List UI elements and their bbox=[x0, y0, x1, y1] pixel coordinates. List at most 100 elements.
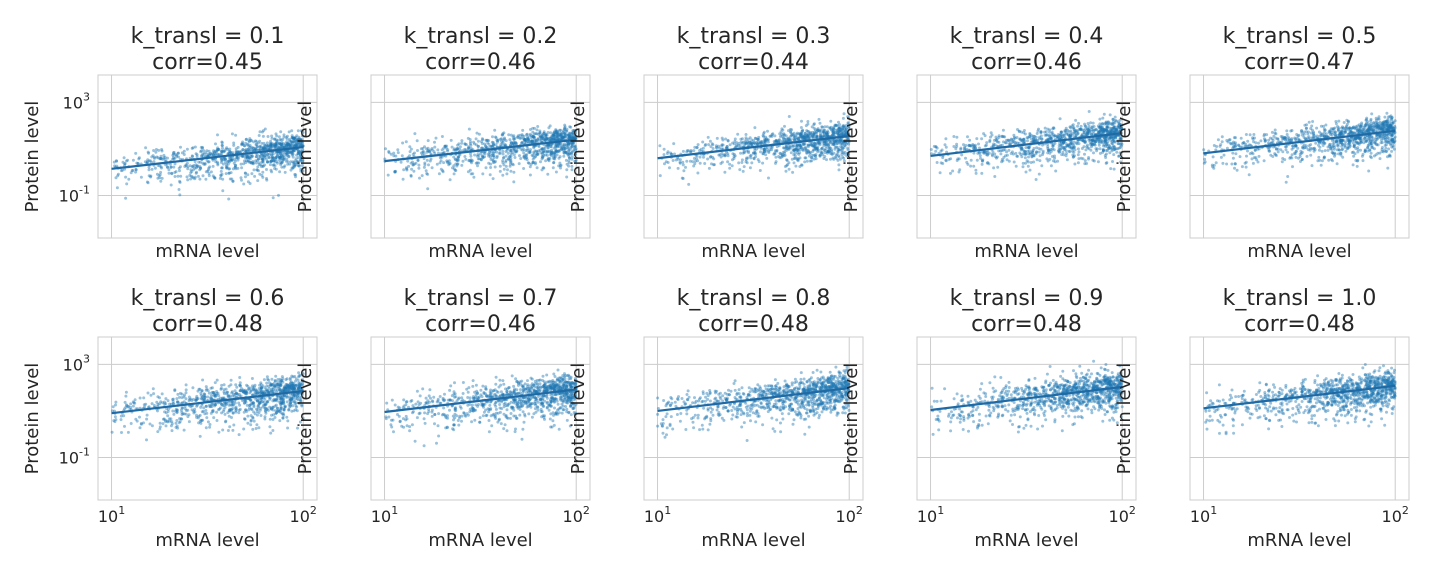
data-point bbox=[685, 159, 689, 163]
data-point bbox=[258, 130, 262, 134]
data-point bbox=[708, 155, 712, 159]
data-point bbox=[233, 159, 237, 163]
data-point bbox=[253, 148, 257, 152]
data-point bbox=[741, 169, 745, 173]
data-point bbox=[959, 147, 963, 151]
data-point bbox=[562, 144, 566, 148]
data-point bbox=[692, 149, 696, 153]
data-point bbox=[1077, 150, 1081, 154]
data-point bbox=[230, 157, 234, 161]
data-point bbox=[446, 148, 450, 152]
data-point bbox=[512, 137, 516, 141]
data-point bbox=[1048, 130, 1051, 134]
data-point bbox=[994, 135, 998, 139]
data-point bbox=[1340, 147, 1344, 151]
plot-area bbox=[916, 74, 1137, 239]
data-point bbox=[1374, 116, 1378, 120]
data-point bbox=[992, 138, 996, 142]
data-point bbox=[228, 158, 232, 162]
data-point bbox=[1374, 138, 1378, 142]
data-point bbox=[662, 153, 666, 157]
data-point bbox=[458, 145, 462, 149]
data-point bbox=[147, 168, 151, 172]
data-point bbox=[456, 155, 460, 159]
data-point bbox=[1083, 152, 1086, 156]
data-point bbox=[719, 155, 723, 159]
data-point bbox=[1334, 120, 1338, 123]
data-point bbox=[422, 165, 426, 169]
data-point bbox=[272, 158, 276, 162]
data-point bbox=[1369, 151, 1373, 155]
data-point bbox=[145, 180, 149, 184]
data-point bbox=[423, 163, 427, 167]
data-point bbox=[802, 142, 806, 146]
data-point bbox=[1056, 135, 1060, 139]
data-point bbox=[1305, 154, 1309, 158]
data-point bbox=[1038, 159, 1042, 163]
data-point bbox=[235, 156, 239, 160]
data-point bbox=[943, 143, 947, 147]
data-point bbox=[145, 161, 149, 164]
x-axis-label: mRNA level bbox=[974, 241, 1078, 262]
data-point bbox=[191, 165, 195, 169]
data-point bbox=[268, 152, 272, 156]
data-point bbox=[737, 161, 741, 165]
data-point bbox=[409, 173, 413, 177]
data-point bbox=[529, 128, 532, 131]
data-point bbox=[254, 143, 258, 147]
data-point bbox=[112, 160, 116, 164]
data-point bbox=[802, 136, 806, 140]
data-point bbox=[1291, 144, 1295, 147]
data-point bbox=[1357, 127, 1361, 131]
data-point bbox=[214, 160, 218, 164]
data-point bbox=[300, 141, 304, 145]
data-point bbox=[486, 152, 490, 156]
data-point bbox=[797, 157, 801, 161]
data-point bbox=[1244, 133, 1248, 136]
data-point bbox=[489, 166, 493, 169]
data-point bbox=[514, 150, 518, 154]
data-point bbox=[217, 148, 221, 151]
data-point bbox=[177, 188, 181, 191]
data-point bbox=[204, 170, 208, 174]
data-point bbox=[739, 151, 743, 155]
data-point bbox=[435, 162, 439, 166]
data-point bbox=[1378, 157, 1382, 161]
data-point bbox=[560, 135, 564, 139]
data-point bbox=[999, 152, 1003, 156]
data-point bbox=[812, 132, 816, 136]
data-point bbox=[712, 163, 716, 167]
data-point bbox=[288, 143, 292, 147]
data-point bbox=[225, 165, 229, 169]
data-point bbox=[233, 165, 237, 169]
data-point bbox=[261, 170, 265, 174]
data-point bbox=[275, 139, 279, 143]
data-point bbox=[1032, 154, 1036, 158]
data-point bbox=[196, 174, 200, 178]
data-point bbox=[1253, 148, 1257, 152]
data-point bbox=[1071, 153, 1075, 157]
data-point bbox=[977, 142, 980, 146]
data-point bbox=[261, 157, 265, 161]
data-point bbox=[115, 159, 119, 163]
data-point bbox=[261, 175, 265, 179]
data-point bbox=[200, 154, 204, 158]
data-point bbox=[731, 158, 734, 162]
data-point bbox=[558, 161, 562, 165]
data-point bbox=[951, 169, 955, 173]
data-point bbox=[834, 154, 838, 157]
data-point bbox=[749, 153, 753, 157]
data-point bbox=[1372, 154, 1376, 158]
data-point bbox=[695, 145, 699, 149]
data-point bbox=[1028, 132, 1032, 135]
data-point bbox=[834, 156, 838, 160]
data-point bbox=[658, 144, 662, 148]
data-point bbox=[274, 142, 278, 146]
data-point bbox=[216, 146, 220, 150]
data-point bbox=[244, 156, 247, 160]
data-point bbox=[804, 156, 808, 160]
data-point bbox=[1335, 139, 1339, 142]
data-point bbox=[553, 151, 557, 155]
data-point bbox=[1231, 156, 1235, 160]
data-point bbox=[682, 169, 686, 173]
